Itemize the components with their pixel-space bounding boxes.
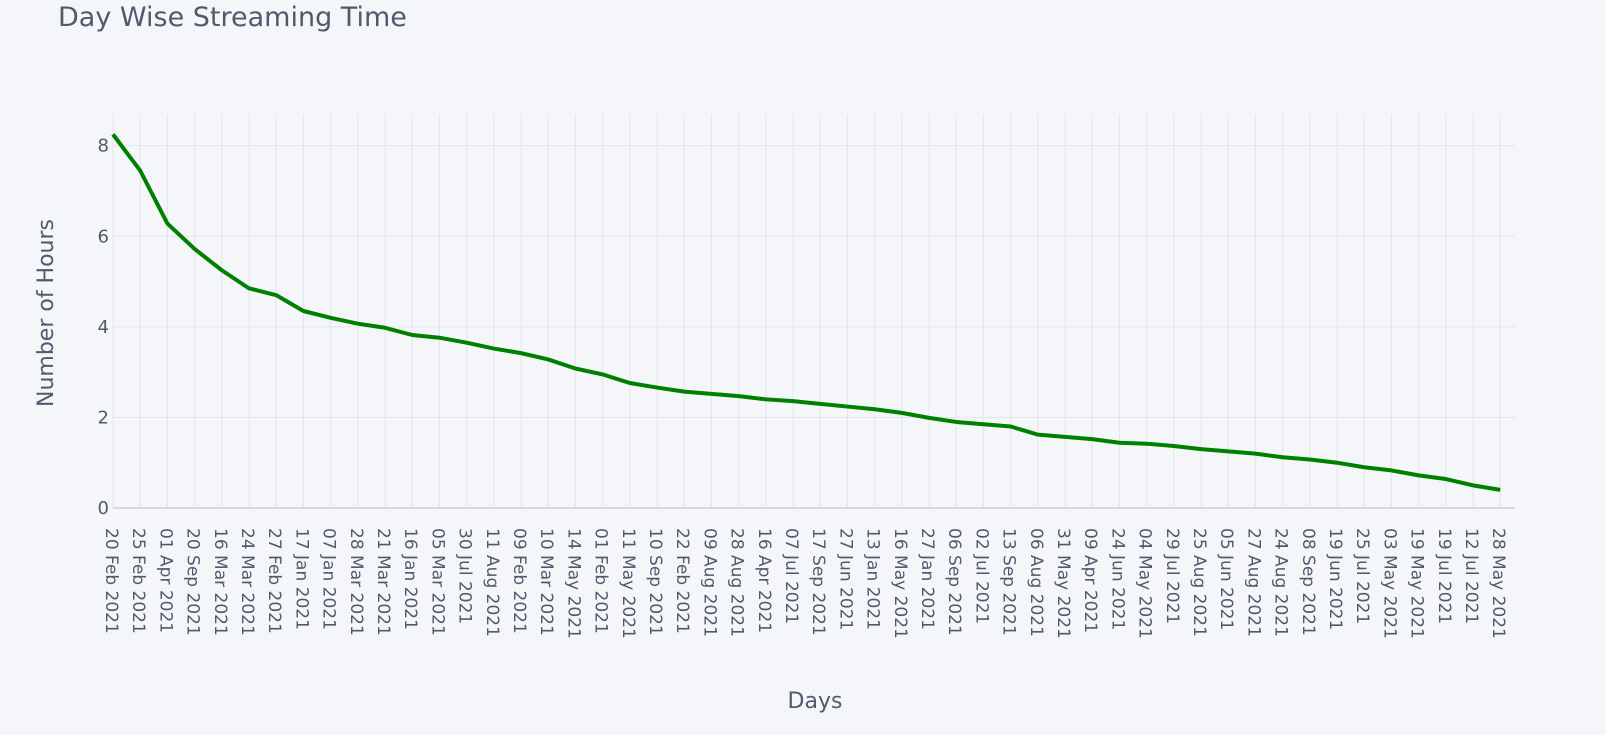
x-tick-label: 20 Feb 2021	[101, 528, 121, 634]
x-tick-label: 10 Mar 2021	[536, 528, 556, 636]
x-tick-label: 25 Feb 2021	[128, 528, 148, 634]
x-tick-label: 24 Aug 2021	[1271, 528, 1291, 637]
x-tick-label: 13 Jan 2021	[863, 528, 883, 630]
x-tick-label: 13 Sep 2021	[999, 528, 1019, 636]
x-tick-label: 27 Aug 2021	[1243, 528, 1263, 637]
x-tick-label: 27 Jun 2021	[835, 528, 855, 630]
x-tick-label: 27 Jan 2021	[917, 528, 937, 630]
x-tick-label: 25 Jul 2021	[1352, 528, 1372, 624]
x-tick-label: 06 Sep 2021	[944, 528, 964, 636]
x-tick-label: 02 Jul 2021	[971, 528, 991, 624]
x-tick-label: 19 Jun 2021	[1325, 528, 1345, 630]
x-tick-label: 24 Jun 2021	[1107, 528, 1127, 630]
x-tick-label: 27 Feb 2021	[264, 528, 284, 634]
x-tick-label: 28 Mar 2021	[346, 528, 366, 636]
x-tick-label: 07 Jan 2021	[319, 528, 339, 630]
x-tick-label: 09 Apr 2021	[1080, 528, 1100, 633]
x-tick-label: 16 Mar 2021	[210, 528, 230, 636]
x-tick-label: 06 Aug 2021	[1026, 528, 1046, 637]
x-tick-label: 11 May 2021	[618, 528, 638, 639]
y-tick-label: 8	[98, 136, 109, 157]
x-tick-label: 17 Jan 2021	[291, 528, 311, 630]
x-tick-label: 05 Mar 2021	[427, 528, 447, 636]
x-tick-label: 30 Jul 2021	[455, 528, 475, 624]
x-tick-label: 04 May 2021	[1135, 528, 1155, 639]
y-tick-label: 6	[98, 226, 109, 247]
x-tick-label: 25 Aug 2021	[1189, 528, 1209, 637]
x-tick-label: 17 Sep 2021	[808, 528, 828, 636]
x-tick-label: 07 Jul 2021	[781, 528, 801, 624]
x-tick-label: 28 Aug 2021	[727, 528, 747, 637]
x-tick-label: 31 May 2021	[1053, 528, 1073, 639]
x-tick-label: 14 May 2021	[563, 528, 583, 639]
line	[111, 133, 1501, 492]
x-tick-label: 19 Jul 2021	[1434, 528, 1454, 624]
x-tick-label: 11 Aug 2021	[482, 528, 502, 637]
x-tick-label: 05 Jun 2021	[1216, 528, 1236, 630]
x-tick-label: 29 Jul 2021	[1162, 528, 1182, 624]
x-tick-label: 08 Sep 2021	[1298, 528, 1318, 636]
x-tick-label: 16 Jan 2021	[400, 528, 420, 630]
y-axis-title: Number of Hours	[34, 219, 59, 407]
x-tick-label: 01 Apr 2021	[155, 528, 175, 633]
x-tick-label: 19 May 2021	[1407, 528, 1427, 639]
x-tick-label: 16 May 2021	[890, 528, 910, 639]
y-tick-label: 4	[98, 317, 109, 338]
y-tick-label: 0	[98, 498, 109, 519]
x-tick-label: 12 Jul 2021	[1461, 528, 1481, 624]
x-tick-label: 09 Aug 2021	[699, 528, 719, 637]
x-tick-label: 21 Mar 2021	[373, 528, 393, 636]
y-tick-label: 2	[98, 407, 109, 428]
x-tick-label: 01 Feb 2021	[591, 528, 611, 634]
x-tick-label: 22 Feb 2021	[672, 528, 692, 634]
chart-title: Day Wise Streaming Time	[58, 2, 407, 33]
x-axis-title: Days	[788, 689, 843, 714]
x-tick-label: 24 Mar 2021	[237, 528, 257, 636]
x-tick-label: 20 Sep 2021	[183, 528, 203, 636]
x-tick-label: 10 Sep 2021	[645, 528, 665, 636]
x-tick-label: 28 May 2021	[1488, 528, 1508, 639]
x-tick-label: 03 May 2021	[1379, 528, 1399, 639]
x-tick-label: 16 Apr 2021	[754, 528, 774, 633]
x-tick-label: 09 Feb 2021	[509, 528, 529, 634]
